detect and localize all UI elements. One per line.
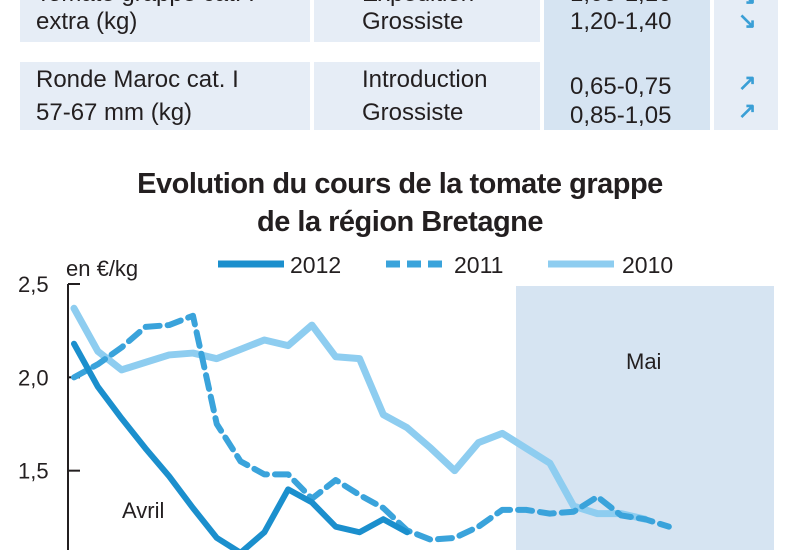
y-tick-label: 2,5	[18, 272, 49, 297]
trend-column-background	[714, 0, 778, 130]
row1-product-line2: extra (kg)	[36, 8, 138, 35]
y-tick-label: 1,5	[18, 459, 49, 484]
row2-stage-line2: Grossiste	[362, 99, 464, 126]
legend-label-2010: 2010	[622, 252, 673, 278]
y-tick-label: 2,0	[18, 365, 49, 390]
may-period-shade	[516, 286, 774, 550]
table-row-2-background-b	[314, 62, 540, 130]
trend-up-icon: ↗	[738, 70, 757, 95]
series-line-2011	[71, 312, 672, 543]
row2-price-line2: 0,85-1,05	[570, 102, 672, 129]
legend-label-2011: 2011	[454, 252, 503, 278]
row1-stage-line2: Grossiste	[362, 8, 464, 35]
table-row-1-background-b	[314, 0, 540, 42]
row2-stage-line1: Introduction	[362, 66, 488, 93]
row1-price-line1: 1,00-1,10	[570, 0, 671, 10]
table-row-1-background	[20, 0, 310, 42]
chart-title-line1: Evolution du cours de la tomate grappe	[137, 168, 663, 200]
legend-label-2012: 2012	[290, 252, 341, 278]
series-line-2012	[71, 340, 411, 550]
row2-product-line2: 57-67 mm (kg)	[36, 99, 193, 126]
row1-stage-line1: Expédition	[362, 0, 474, 10]
trend-down-icon: ↘	[738, 8, 757, 33]
row1-price-line2: 1,20-1,40	[570, 8, 672, 35]
trend-up-icon: ↗	[738, 98, 757, 123]
series-line-2010	[70, 304, 649, 523]
row2-product-line1: Ronde Maroc cat. I	[36, 66, 239, 93]
table-row-2-background	[20, 62, 310, 130]
row2-price-line1: 0,65-0,75	[570, 73, 672, 100]
period-label-april: Avril	[122, 498, 164, 523]
y-axis-unit-label: en €/kg	[66, 256, 138, 281]
chart-title-line2: de la région Bretagne	[256, 206, 544, 238]
period-label-may: Mai	[626, 349, 661, 374]
price-column-background	[544, 0, 710, 130]
row1-product-line1: Tomate grappe cat. I	[36, 0, 255, 10]
trend-down-icon: ↘	[738, 0, 756, 10]
